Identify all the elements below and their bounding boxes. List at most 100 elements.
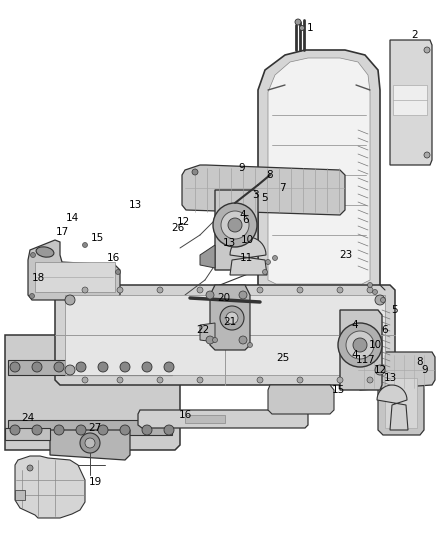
Polygon shape [378, 370, 424, 435]
Text: 11: 11 [240, 253, 253, 263]
Circle shape [197, 377, 203, 383]
Text: 13: 13 [223, 238, 236, 248]
Text: 4: 4 [352, 350, 358, 360]
Bar [385, 378, 417, 428]
Text: 5: 5 [392, 305, 398, 315]
Bar [35, 262, 115, 292]
Text: 11: 11 [355, 355, 369, 365]
Circle shape [54, 425, 64, 435]
Circle shape [206, 291, 214, 299]
Circle shape [337, 377, 343, 383]
Circle shape [367, 287, 373, 293]
Circle shape [82, 287, 88, 293]
Circle shape [338, 323, 382, 367]
Circle shape [206, 336, 214, 344]
Text: 20: 20 [217, 293, 230, 303]
Text: 4: 4 [240, 210, 246, 220]
Text: 13: 13 [128, 200, 141, 210]
Circle shape [120, 425, 130, 435]
Polygon shape [356, 352, 435, 390]
Circle shape [65, 295, 75, 305]
Circle shape [82, 243, 88, 247]
Text: 24: 24 [21, 413, 35, 423]
Circle shape [424, 152, 430, 158]
Polygon shape [230, 237, 267, 275]
Text: 2: 2 [412, 30, 418, 40]
Circle shape [164, 362, 174, 372]
Circle shape [65, 365, 75, 375]
Circle shape [120, 362, 130, 372]
Circle shape [98, 425, 108, 435]
Circle shape [262, 270, 268, 274]
Polygon shape [258, 50, 380, 290]
Text: 26: 26 [171, 223, 185, 233]
Text: 1: 1 [307, 23, 313, 33]
Text: 8: 8 [417, 357, 423, 367]
Circle shape [142, 425, 152, 435]
Circle shape [247, 343, 252, 348]
Polygon shape [138, 410, 308, 428]
Text: 18: 18 [32, 273, 45, 283]
Circle shape [116, 270, 120, 274]
Circle shape [297, 377, 303, 383]
Circle shape [239, 291, 247, 299]
Circle shape [54, 362, 64, 372]
Text: 7: 7 [367, 355, 373, 365]
Polygon shape [15, 456, 85, 518]
Polygon shape [200, 245, 215, 268]
Circle shape [367, 282, 372, 287]
Circle shape [226, 312, 238, 324]
Text: 10: 10 [240, 235, 254, 245]
Text: 12: 12 [177, 217, 190, 227]
Polygon shape [15, 490, 25, 500]
Circle shape [80, 433, 100, 453]
Circle shape [157, 287, 163, 293]
Circle shape [164, 425, 174, 435]
Circle shape [10, 425, 20, 435]
Text: 7: 7 [279, 183, 285, 193]
Polygon shape [268, 58, 370, 284]
Polygon shape [8, 360, 172, 375]
Polygon shape [65, 295, 385, 375]
Text: 10: 10 [368, 340, 381, 350]
Text: 15: 15 [332, 385, 345, 395]
Circle shape [228, 218, 242, 232]
Text: 5: 5 [261, 193, 267, 203]
Circle shape [213, 203, 257, 247]
Polygon shape [8, 420, 172, 435]
Circle shape [272, 255, 278, 261]
Circle shape [300, 26, 304, 30]
Circle shape [353, 338, 367, 352]
Polygon shape [377, 385, 408, 430]
Circle shape [257, 287, 263, 293]
Text: 19: 19 [88, 477, 102, 487]
Circle shape [27, 465, 33, 471]
Polygon shape [210, 285, 250, 350]
Text: 13: 13 [383, 373, 397, 383]
Circle shape [221, 211, 249, 239]
Circle shape [337, 287, 343, 293]
Text: 21: 21 [223, 317, 237, 327]
Text: 16: 16 [178, 410, 192, 420]
Circle shape [381, 297, 385, 303]
Circle shape [157, 377, 163, 383]
Text: 27: 27 [88, 423, 102, 433]
Polygon shape [390, 40, 432, 165]
Text: 23: 23 [339, 250, 353, 260]
Text: 9: 9 [422, 365, 428, 375]
Text: 4: 4 [352, 320, 358, 330]
Circle shape [82, 377, 88, 383]
Circle shape [10, 362, 20, 372]
Text: 22: 22 [196, 325, 210, 335]
Text: 9: 9 [239, 163, 245, 173]
Text: 25: 25 [276, 353, 290, 363]
Polygon shape [268, 385, 334, 414]
Polygon shape [55, 285, 395, 385]
Bar [185, 415, 225, 423]
Circle shape [257, 377, 263, 383]
Circle shape [375, 365, 385, 375]
Circle shape [142, 362, 152, 372]
Text: 12: 12 [373, 365, 387, 375]
Bar [393, 85, 427, 115]
Circle shape [76, 425, 86, 435]
